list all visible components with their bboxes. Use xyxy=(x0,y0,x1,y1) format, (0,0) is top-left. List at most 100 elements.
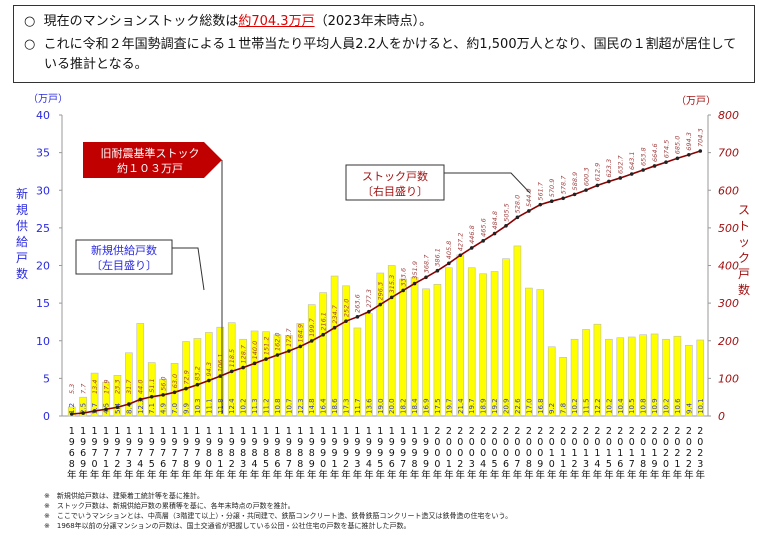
supply-bar-value: 13.6 xyxy=(365,398,373,414)
right-axis-title-char: ッ xyxy=(738,235,750,249)
year-digit: 7 xyxy=(183,448,189,459)
year-digit: 2 xyxy=(583,426,589,437)
stock-point xyxy=(104,407,108,412)
left-axis-title-char: 規 xyxy=(16,202,28,217)
stock-value: 7.7 xyxy=(79,383,87,394)
supply-bar xyxy=(205,332,213,417)
footnotes: ※ 新規供給戸数は、建築着工統計等を基に推計。 ※ ストック戸数は、新規供給戸数… xyxy=(44,491,512,531)
year-suffix: 年 xyxy=(558,469,568,481)
year-digit: 1 xyxy=(103,459,109,470)
right-tick-label: 200 xyxy=(718,335,739,348)
stock-point xyxy=(389,295,394,300)
year-digit: 8 xyxy=(526,459,532,470)
year-digit: 1 xyxy=(594,448,600,459)
year-digit: 0 xyxy=(480,437,486,448)
year-digit: 5 xyxy=(492,459,498,470)
stock-point xyxy=(504,224,508,228)
stock-point xyxy=(447,261,451,266)
summary-line-2: ○ これに令和２年国勢調査による１世帯当たり平均人員2.2人をかけると、約1,5… xyxy=(24,37,737,72)
year-digit: 0 xyxy=(492,437,498,448)
year-digit: 2 xyxy=(697,426,703,437)
year-digit: 0 xyxy=(526,437,532,448)
supply-bar xyxy=(445,267,453,417)
stock-point xyxy=(332,325,337,330)
stock-point xyxy=(652,164,657,168)
supply-bar xyxy=(479,273,487,417)
year-digit: 2 xyxy=(606,426,612,437)
year-digit: 9 xyxy=(537,459,543,470)
stock-point xyxy=(458,253,463,258)
year-digit: 1 xyxy=(332,459,338,470)
left-tick-label: 0 xyxy=(43,410,50,423)
year-suffix: 年 xyxy=(421,469,431,481)
year-suffix: 年 xyxy=(410,469,420,481)
supply-bar-value: 10.4 xyxy=(617,398,625,414)
stock-value: 296.3 xyxy=(377,282,385,301)
supply-bar xyxy=(342,285,350,417)
supply-bar xyxy=(170,363,179,417)
year-digit: 1 xyxy=(389,426,395,437)
year-suffix: 年 xyxy=(661,469,671,481)
supply-bar xyxy=(376,272,385,417)
year-digit: 1 xyxy=(286,426,292,437)
year-digit: 1 xyxy=(69,426,75,437)
year-digit: 1 xyxy=(297,426,303,437)
year-digit: 0 xyxy=(663,459,669,470)
year-digit: 6 xyxy=(617,459,623,470)
stock-point xyxy=(664,160,668,165)
year-digit: 2 xyxy=(640,426,646,437)
left-tick-label: 5 xyxy=(43,372,50,385)
stock-legend-label-2: 〔右目盛り〕 xyxy=(362,184,428,198)
year-digit: 0 xyxy=(503,437,509,448)
year-suffix: 年 xyxy=(513,469,523,481)
year-suffix: 年 xyxy=(318,469,328,481)
right-axis-title-char: 数 xyxy=(738,282,750,297)
stock-value: 140.0 xyxy=(251,341,259,360)
left-tick-label: 40 xyxy=(36,109,50,122)
stock-point xyxy=(595,183,600,188)
supply-bar-value: 14.8 xyxy=(308,398,316,414)
supply-bar-value: 10.7 xyxy=(285,398,293,414)
stock-point xyxy=(69,412,74,416)
year-suffix: 年 xyxy=(204,469,214,481)
stock-point xyxy=(275,353,280,357)
stock-value: 162.0 xyxy=(274,332,282,351)
supply-bar-value: 17.3 xyxy=(343,398,351,414)
year-digit: 7 xyxy=(172,459,178,470)
supply-bar-value: 9.9 xyxy=(183,403,191,414)
supply-bar-value: 10.2 xyxy=(571,398,579,414)
year-digit: 8 xyxy=(217,448,223,459)
year-digit: 1 xyxy=(274,426,280,437)
year-digit: 9 xyxy=(366,448,372,459)
year-digit: 4 xyxy=(252,459,258,470)
year-digit: 0 xyxy=(457,448,463,459)
year-digit: 5 xyxy=(149,459,155,470)
stock-value: 106.1 xyxy=(217,353,225,372)
year-digit: 9 xyxy=(320,448,326,459)
supply-bar-value: 10.5 xyxy=(628,398,636,414)
stock-value: 623.3 xyxy=(605,159,613,178)
stock-point xyxy=(184,386,188,391)
supply-bar-value: 18.4 xyxy=(411,398,419,414)
stock-value: 31.7 xyxy=(125,379,133,394)
year-digit: 9 xyxy=(80,459,86,470)
year-digit: 0 xyxy=(697,437,703,448)
year-digit: 7 xyxy=(629,459,635,470)
year-suffix: 年 xyxy=(101,469,111,481)
year-digit: 1 xyxy=(194,426,200,437)
supply-bar-value: 7.1 xyxy=(148,403,156,414)
year-digit: 9 xyxy=(423,437,429,448)
year-digit: 0 xyxy=(434,437,440,448)
year-digit: 8 xyxy=(69,459,75,470)
year-digit: 1 xyxy=(652,448,658,459)
year-digit: 9 xyxy=(412,448,418,459)
stock-point xyxy=(424,275,428,280)
year-suffix: 年 xyxy=(261,469,271,481)
year-digit: 0 xyxy=(537,448,543,459)
year-digit: 9 xyxy=(297,437,303,448)
stock-point xyxy=(264,357,268,361)
year-digit: 2 xyxy=(549,426,555,437)
year-digit: 1 xyxy=(560,459,566,470)
year-digit: 7 xyxy=(194,448,200,459)
year-digit: 0 xyxy=(457,437,463,448)
